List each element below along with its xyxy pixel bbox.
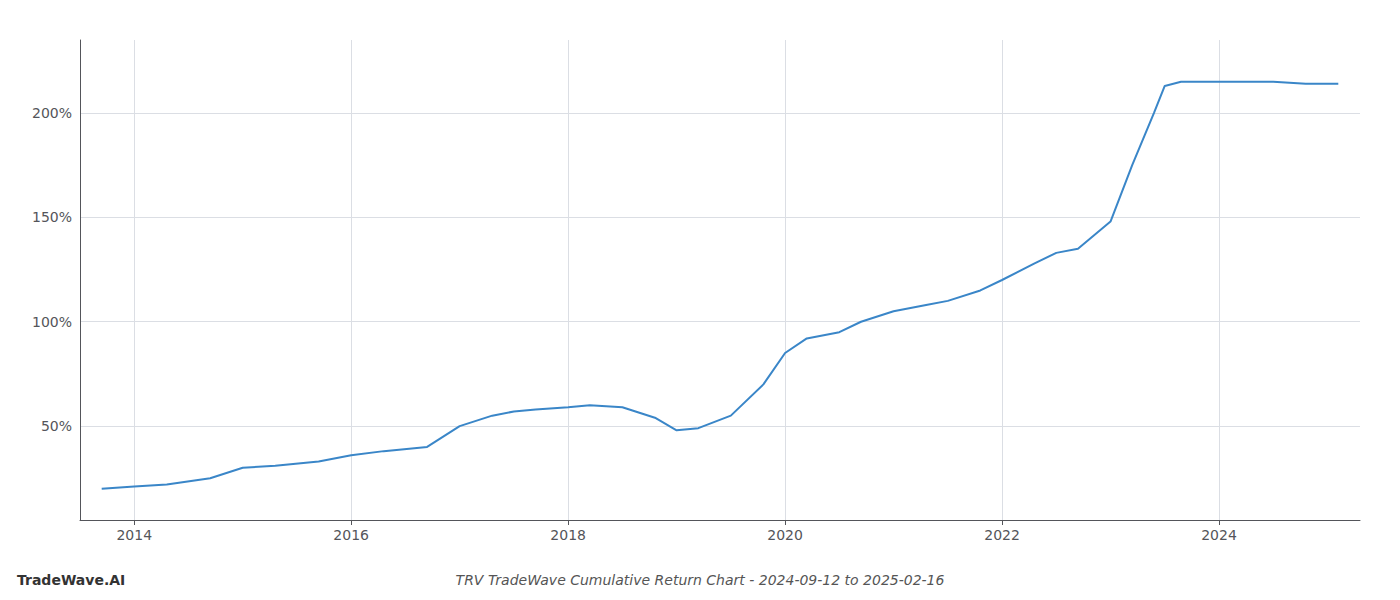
svg-text:150%: 150% bbox=[32, 209, 72, 225]
svg-text:2014: 2014 bbox=[116, 527, 152, 543]
svg-text:2018: 2018 bbox=[550, 527, 586, 543]
svg-text:2020: 2020 bbox=[767, 527, 803, 543]
svg-text:200%: 200% bbox=[32, 105, 72, 121]
svg-text:TRV TradeWave Cumulative Retur: TRV TradeWave Cumulative Return Chart - … bbox=[456, 572, 945, 588]
svg-text:2024: 2024 bbox=[1201, 527, 1237, 543]
svg-text:50%: 50% bbox=[41, 418, 72, 434]
svg-text:TradeWave.AI: TradeWave.AI bbox=[17, 572, 125, 588]
svg-text:2016: 2016 bbox=[333, 527, 369, 543]
svg-text:100%: 100% bbox=[32, 314, 72, 330]
svg-text:2022: 2022 bbox=[984, 527, 1020, 543]
